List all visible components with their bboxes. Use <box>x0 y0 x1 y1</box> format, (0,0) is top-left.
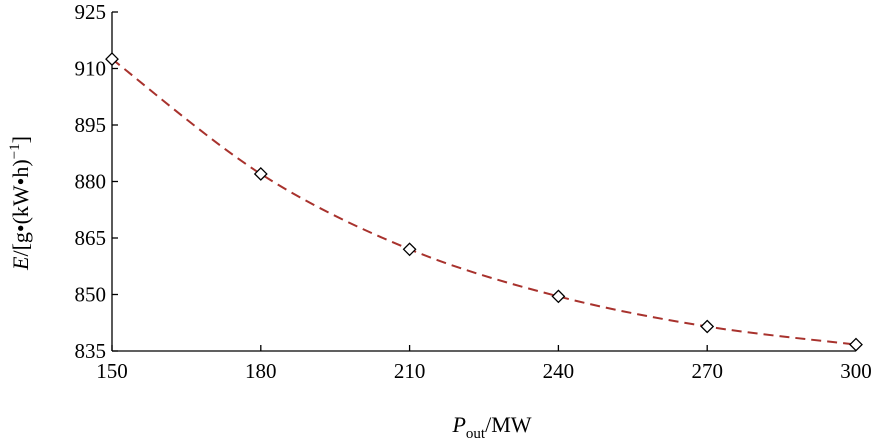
x-tick-label: 210 <box>394 359 426 383</box>
data-point-marker <box>551 289 566 304</box>
x-tick-label: 150 <box>96 359 128 383</box>
series-group <box>105 52 863 352</box>
y-tick-label: 925 <box>75 0 107 24</box>
y-axis-title-main: E <box>8 256 33 271</box>
data-point-marker <box>105 52 119 67</box>
x-axis-title-main: P <box>451 412 465 437</box>
y-tick-label: 835 <box>75 339 107 363</box>
axes <box>111 12 856 352</box>
x-ticks: 150 180 210 240 270 300 <box>96 345 872 383</box>
data-point-marker <box>402 242 417 257</box>
x-axis-title-unit: /MW <box>485 412 532 437</box>
y-tick-label: 850 <box>75 283 107 307</box>
y-axis-title-superscript: −1 <box>7 143 23 159</box>
y-axis-title-unit: /[g•(kW•h) <box>8 159 33 256</box>
x-axis-title-subscript: out <box>466 426 486 442</box>
y-tick-label: 865 <box>75 226 107 250</box>
x-tick-label: 180 <box>245 359 277 383</box>
y-ticks: 835 850 865 880 895 910 925 <box>75 0 118 363</box>
data-point-marker <box>253 167 268 181</box>
y-tick-label: 910 <box>75 57 107 81</box>
y-tick-label: 880 <box>75 170 107 194</box>
x-tick-label: 300 <box>840 359 872 383</box>
x-tick-label: 270 <box>691 359 723 383</box>
x-axis-title: Pout/MW <box>451 412 531 442</box>
x-tick-label: 240 <box>543 359 575 383</box>
data-point-marker <box>849 337 863 352</box>
y-axis-title: E/[g•(kW•h)−1] <box>7 136 33 271</box>
y-axis-title-unit-suffix: ] <box>8 136 33 143</box>
y-tick-label: 895 <box>75 113 107 137</box>
series-line <box>111 58 857 346</box>
data-point-marker <box>700 319 715 334</box>
